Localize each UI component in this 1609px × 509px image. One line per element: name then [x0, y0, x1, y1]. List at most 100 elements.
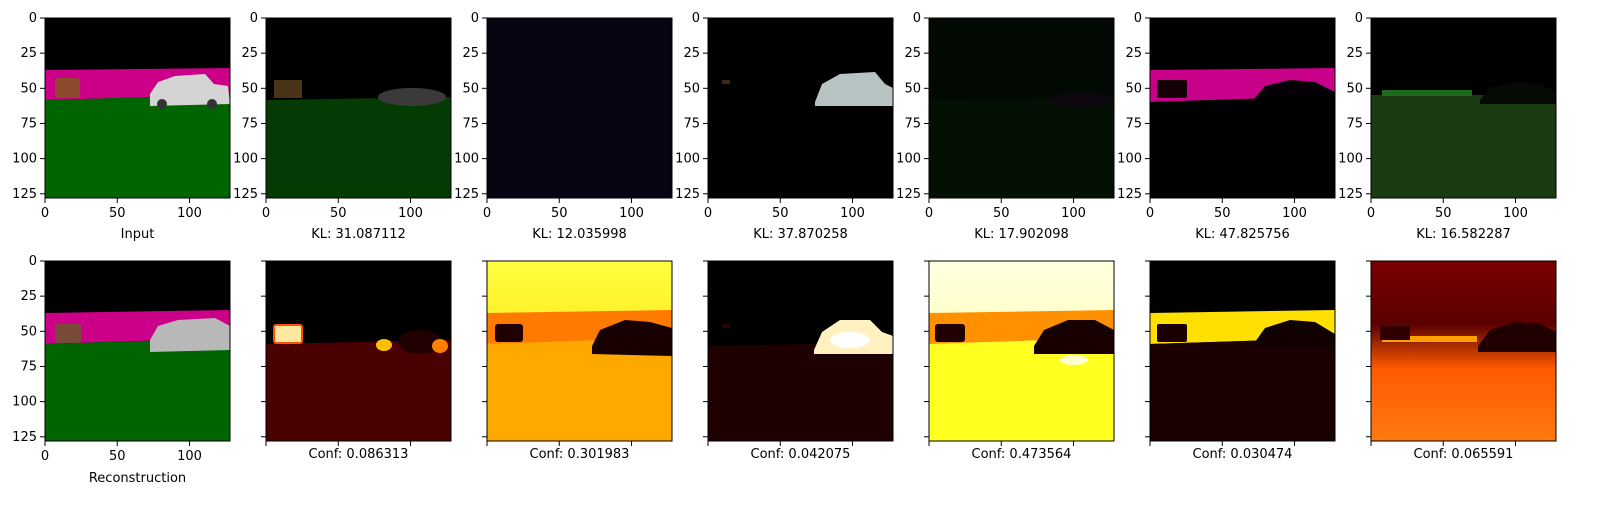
y-tick-label: 75 — [683, 116, 700, 131]
axes-frame — [486, 17, 673, 199]
y-tick-label: 100 — [12, 395, 37, 410]
y-tick-label: 0 — [250, 11, 258, 26]
panel-bottom-0 — [45, 261, 230, 441]
y-tick-label: 100 — [12, 152, 37, 167]
panel-caption: KL: 47.825756 — [1195, 227, 1290, 242]
panel-bottom-4 — [929, 261, 1114, 441]
x-tick-label: 100 — [1061, 206, 1086, 221]
x-tick-label: 100 — [398, 206, 423, 221]
y-tick-label: 25 — [20, 46, 37, 61]
axes-frame — [1370, 17, 1557, 199]
y-tick-label: 50 — [20, 324, 37, 339]
x-tick-label: 50 — [109, 449, 126, 464]
axes-frame — [44, 17, 231, 199]
panel-caption: Reconstruction — [89, 471, 186, 486]
y-tick-label: 0 — [692, 11, 700, 26]
panel-caption: KL: 17.902098 — [974, 227, 1069, 242]
panel-bottom-3 — [708, 261, 893, 441]
panel-top-0 — [45, 18, 230, 198]
y-tick-label: 75 — [1125, 116, 1142, 131]
y-tick-label: 25 — [1346, 46, 1363, 61]
x-tick-label: 0 — [925, 206, 933, 221]
y-tick-label: 50 — [462, 81, 479, 96]
y-tick-label: 125 — [1338, 187, 1363, 202]
x-tick-label: 0 — [262, 206, 270, 221]
axes-frame — [265, 260, 452, 442]
x-tick-label: 0 — [1367, 206, 1375, 221]
y-tick-label: 100 — [1338, 152, 1363, 167]
x-tick-label: 50 — [1214, 206, 1231, 221]
y-tick-label: 125 — [12, 430, 37, 445]
y-tick-label: 75 — [462, 116, 479, 131]
y-tick-label: 0 — [1134, 11, 1142, 26]
y-tick-label: 0 — [1355, 11, 1363, 26]
y-tick-label: 125 — [896, 187, 921, 202]
y-tick-label: 75 — [20, 116, 37, 131]
panel-caption: Conf: 0.473564 — [972, 447, 1072, 462]
y-tick-label: 0 — [913, 11, 921, 26]
panel-bottom-1 — [266, 261, 451, 441]
x-tick-label: 0 — [704, 206, 712, 221]
y-tick-label: 125 — [454, 187, 479, 202]
axes-frame — [707, 260, 894, 442]
x-tick-label: 50 — [551, 206, 568, 221]
y-tick-label: 100 — [896, 152, 921, 167]
y-tick-label: 125 — [1117, 187, 1142, 202]
y-tick-label: 75 — [904, 116, 921, 131]
panel-caption: Conf: 0.065591 — [1414, 447, 1514, 462]
y-tick-label: 75 — [20, 359, 37, 374]
x-tick-label: 50 — [772, 206, 789, 221]
panel-bottom-2 — [487, 261, 672, 441]
y-tick-label: 75 — [241, 116, 258, 131]
panel-caption: KL: 16.582287 — [1416, 227, 1511, 242]
x-tick-label: 100 — [177, 206, 202, 221]
x-tick-label: 0 — [41, 449, 49, 464]
axes-frame — [707, 17, 894, 199]
y-tick-label: 50 — [241, 81, 258, 96]
y-tick-label: 125 — [675, 187, 700, 202]
y-tick-label: 50 — [904, 81, 921, 96]
panel-top-4 — [929, 18, 1114, 198]
y-tick-label: 25 — [683, 46, 700, 61]
axes-frame — [1149, 260, 1336, 442]
panel-caption: Conf: 0.042075 — [751, 447, 851, 462]
panel-top-3 — [708, 18, 893, 198]
y-tick-label: 25 — [241, 46, 258, 61]
x-tick-label: 0 — [1146, 206, 1154, 221]
x-tick-label: 100 — [619, 206, 644, 221]
panel-caption: KL: 31.087112 — [311, 227, 406, 242]
y-tick-label: 50 — [1346, 81, 1363, 96]
x-tick-label: 50 — [1435, 206, 1452, 221]
y-tick-label: 100 — [454, 152, 479, 167]
panel-bottom-6 — [1371, 261, 1556, 441]
panel-top-2 — [487, 18, 672, 198]
x-tick-label: 50 — [109, 206, 126, 221]
panel-caption: Conf: 0.030474 — [1193, 447, 1293, 462]
x-tick-label: 0 — [41, 206, 49, 221]
panel-top-6 — [1371, 18, 1556, 198]
axes-frame — [928, 17, 1115, 199]
car-shape — [150, 74, 230, 106]
y-tick-label: 125 — [233, 187, 258, 202]
axes-frame — [928, 260, 1115, 442]
axes-frame — [265, 17, 452, 199]
box-shape — [55, 78, 80, 98]
y-tick-label: 25 — [904, 46, 921, 61]
y-tick-label: 50 — [1125, 81, 1142, 96]
y-tick-label: 25 — [462, 46, 479, 61]
x-tick-label: 50 — [330, 206, 347, 221]
panel-caption: KL: 37.870258 — [753, 227, 848, 242]
panel-top-5 — [1150, 18, 1335, 198]
panel-caption: Input — [121, 227, 155, 242]
x-tick-label: 100 — [1282, 206, 1307, 221]
y-tick-label: 0 — [29, 254, 37, 269]
y-tick-label: 50 — [683, 81, 700, 96]
axes-frame — [1370, 260, 1557, 442]
axes-frame — [486, 260, 673, 442]
panel-caption: KL: 12.035998 — [532, 227, 627, 242]
x-tick-label: 0 — [483, 206, 491, 221]
y-tick-label: 25 — [1125, 46, 1142, 61]
axes-frame — [1149, 17, 1336, 199]
y-tick-label: 100 — [233, 152, 258, 167]
